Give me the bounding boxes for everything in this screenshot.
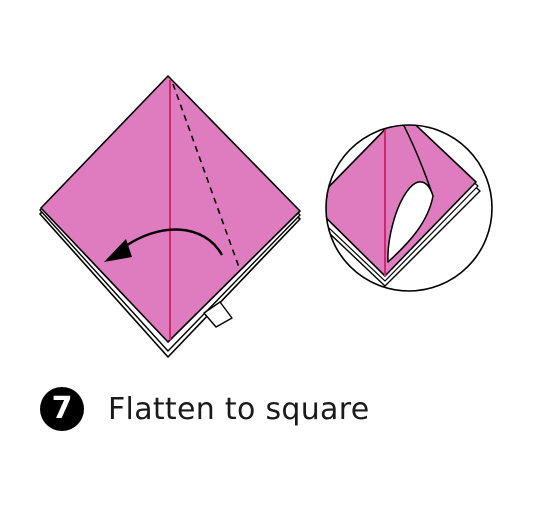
curved-arrow-left-icon	[104, 228, 224, 262]
step-caption: Flatten to square	[108, 391, 370, 427]
magnified-detail-circle	[325, 124, 493, 292]
step-number-badge: 7	[40, 387, 84, 431]
open-pocket-tab-icon	[203, 301, 233, 328]
step-instruction: 7 Flatten to square	[40, 387, 369, 431]
